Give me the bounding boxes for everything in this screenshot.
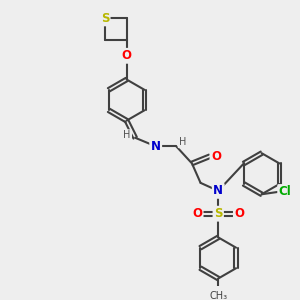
Text: O: O [211, 150, 221, 163]
Text: Cl: Cl [279, 185, 291, 199]
Text: H: H [179, 137, 186, 147]
Text: H: H [124, 130, 131, 140]
Text: N: N [213, 184, 223, 197]
Text: N: N [151, 140, 161, 153]
Text: O: O [122, 49, 132, 62]
Text: O: O [192, 207, 202, 220]
Text: S: S [214, 207, 223, 220]
Text: S: S [100, 12, 109, 25]
Text: CH₃: CH₃ [209, 291, 227, 300]
Text: O: O [234, 207, 244, 220]
